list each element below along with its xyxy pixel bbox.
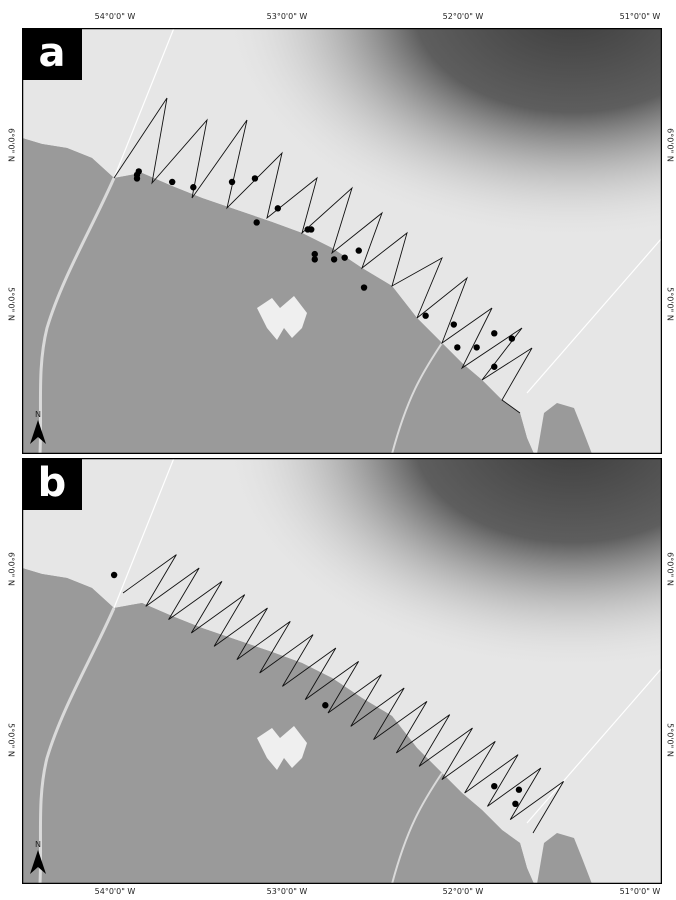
sighting-point [422,312,429,319]
river [38,177,116,454]
x-tick-top: 54°0'0" W [94,12,136,21]
x-tick-bottom: 51°0'0" W [619,887,661,896]
cape-landmass [537,403,592,454]
sighting-point [253,219,260,226]
x-tick-bottom: 54°0'0" W [94,887,136,896]
north-arrow-a: N [28,410,48,444]
panel-label-b: b [22,458,82,510]
survey-transect [122,554,564,834]
sighting-point [169,178,176,186]
sighting-point [515,786,523,793]
x-tick-bottom: 53°0'0" W [266,887,308,896]
sighting-point [322,702,329,709]
sighting-point [508,335,516,342]
sighting-point [110,571,118,579]
sighting-point [473,344,480,351]
y-tick: 6°0'0" N [665,552,675,586]
sighting-point [228,178,236,186]
y-tick: 5°0'0" N [665,287,675,321]
sighting-point [274,205,281,212]
map-frame [22,458,662,884]
sighting-point [133,175,141,182]
reservoir [257,296,307,340]
map-panel-a: a N [22,28,662,454]
x-tick-top: 51°0'0" W [619,12,661,21]
y-tick: 6°0'0" N [6,128,16,162]
land-mass-fill [22,138,534,454]
y-tick: 6°0'0" N [665,128,675,162]
sighting-point [491,330,498,337]
river-east [391,342,443,454]
survey-transect [113,97,533,414]
north-label-b: N [35,840,41,849]
north-arrow-b: N [28,840,48,874]
boundary-east [526,237,662,394]
sighting-point [360,284,368,291]
sighting-point [330,256,338,263]
north-arrow-icon [30,420,46,444]
north-arrow-icon [30,850,46,874]
sighting-point [491,783,498,790]
sighting-point [355,247,362,254]
y-tick: 5°0'0" N [6,287,16,321]
boundary-west [113,458,175,609]
sighting-point [491,363,498,370]
y-tick: 5°0'0" N [6,723,16,757]
sighting-point [311,256,318,263]
sighting-point [311,250,318,258]
x-tick-bottom: 52°0'0" W [442,887,484,896]
reservoir [257,726,307,770]
sighting-point [454,344,461,351]
boundary-west [113,28,175,179]
x-tick-top: 52°0'0" W [442,12,484,21]
river [38,607,116,884]
y-tick: 6°0'0" N [6,552,16,586]
north-label-a: N [35,410,41,419]
river-east [391,772,443,884]
boundary-east [526,667,662,824]
sighting-point [512,800,519,807]
map-a-canvas [22,28,662,454]
x-tick-top: 53°0'0" W [266,12,308,21]
cape-landmass [537,833,592,884]
map-b-canvas [22,458,662,884]
y-tick: 5°0'0" N [665,723,675,757]
land-mass-fill [22,568,534,884]
map-frame [22,28,662,454]
sighting-point [308,226,315,233]
panel-label-a: a [22,28,82,80]
map-panel-b: b N [22,458,662,884]
sighting-point [251,175,259,182]
sighting-point [450,321,457,328]
sighting-point [341,254,348,261]
sighting-point [190,184,197,191]
